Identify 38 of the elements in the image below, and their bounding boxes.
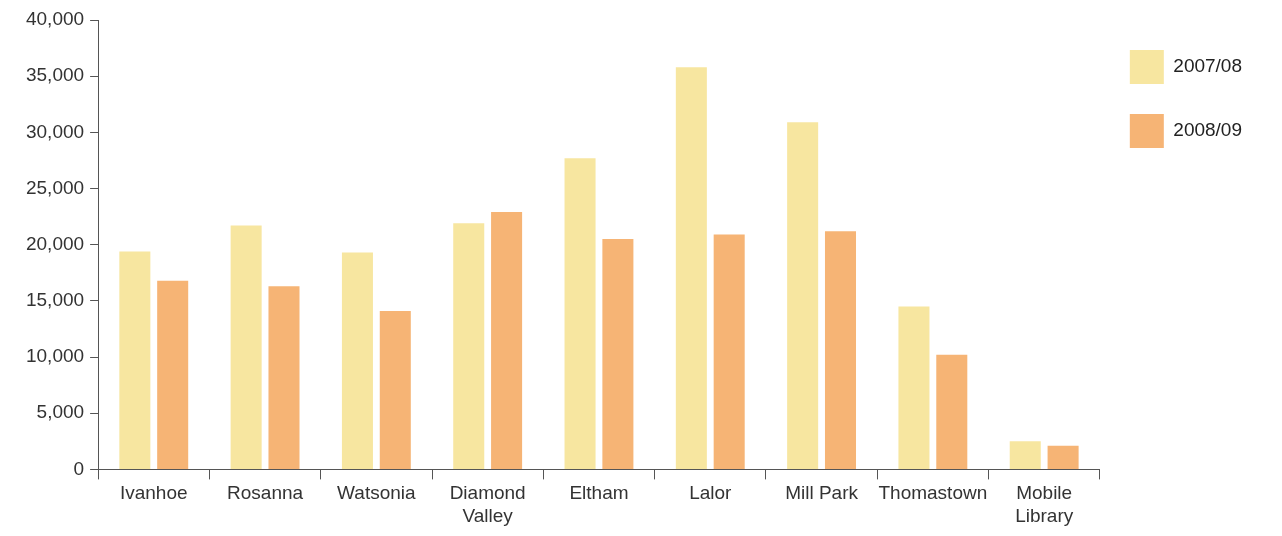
x-tick-label: Lalor	[689, 482, 733, 504]
y-tick-label: 5,000	[36, 401, 85, 423]
legend-label: 2008/09	[1173, 119, 1243, 141]
y-tick-label: 25,000	[25, 176, 85, 198]
bar	[379, 310, 411, 469]
bar	[787, 122, 819, 469]
y-tick-label: 20,000	[25, 232, 85, 254]
legend-label: 2007/08	[1173, 55, 1243, 77]
bar	[341, 252, 373, 469]
bar	[602, 239, 634, 469]
y-tick-label: 35,000	[25, 64, 85, 86]
x-tick-label: Ivanhoe	[119, 482, 188, 504]
bar	[491, 212, 523, 469]
x-tick-label: Rosanna	[227, 482, 304, 504]
x-tick-label: Thomastown	[878, 482, 988, 504]
x-tick-label: Mobile Library	[1015, 482, 1074, 526]
y-tick-label: 0	[73, 457, 85, 479]
bar	[268, 286, 300, 469]
bar	[675, 67, 707, 469]
bar	[157, 280, 189, 469]
bar	[119, 251, 151, 469]
y-tick-label: 40,000	[25, 8, 85, 30]
bar	[824, 231, 856, 469]
bar	[898, 306, 930, 469]
x-tick-label: Diamond Valley	[449, 482, 526, 526]
bar	[713, 234, 745, 469]
y-tick-label: 30,000	[25, 120, 85, 142]
x-tick-label: Eltham	[569, 482, 629, 504]
bar	[564, 158, 596, 469]
bar	[230, 225, 262, 469]
bar	[453, 223, 485, 469]
x-tick-label: Watsonia	[337, 482, 417, 504]
bar	[1047, 445, 1079, 469]
y-tick-label: 10,000	[25, 345, 85, 367]
bar	[936, 354, 968, 469]
bar	[1009, 441, 1041, 469]
x-tick-label: Mill Park	[785, 482, 859, 504]
y-tick-label: 15,000	[25, 289, 85, 311]
